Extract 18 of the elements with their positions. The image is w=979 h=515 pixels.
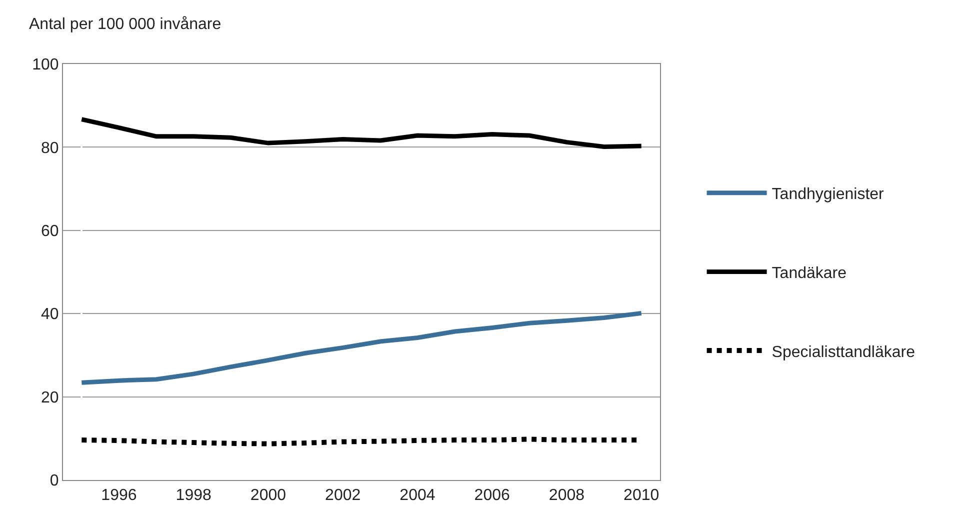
x-tick-label: 2004 bbox=[400, 487, 436, 504]
legend-label: Specialisttandläkare bbox=[772, 344, 916, 361]
x-tick-label: 1998 bbox=[176, 487, 212, 504]
y-tick-label: 100 bbox=[32, 56, 59, 74]
x-tick-label: 2006 bbox=[474, 487, 510, 504]
x-tick-label: 2002 bbox=[325, 487, 361, 504]
x-tick-label: 2000 bbox=[250, 487, 286, 504]
x-tick-label: 2010 bbox=[624, 487, 660, 504]
y-tick-label: 60 bbox=[41, 223, 59, 240]
legend-label: Tandhygienister bbox=[772, 186, 885, 204]
y-tick-label: 20 bbox=[41, 389, 59, 406]
y-tick-label: 40 bbox=[41, 306, 59, 324]
x-tick-label: 1996 bbox=[101, 487, 137, 504]
y-tick-label: 0 bbox=[50, 472, 59, 490]
y-axis-title: Antal per 100 000 invånare bbox=[29, 16, 222, 33]
x-tick-label: 2008 bbox=[548, 487, 585, 504]
legend-label: Tandäkare bbox=[772, 264, 847, 282]
y-tick-label: 80 bbox=[41, 140, 59, 157]
